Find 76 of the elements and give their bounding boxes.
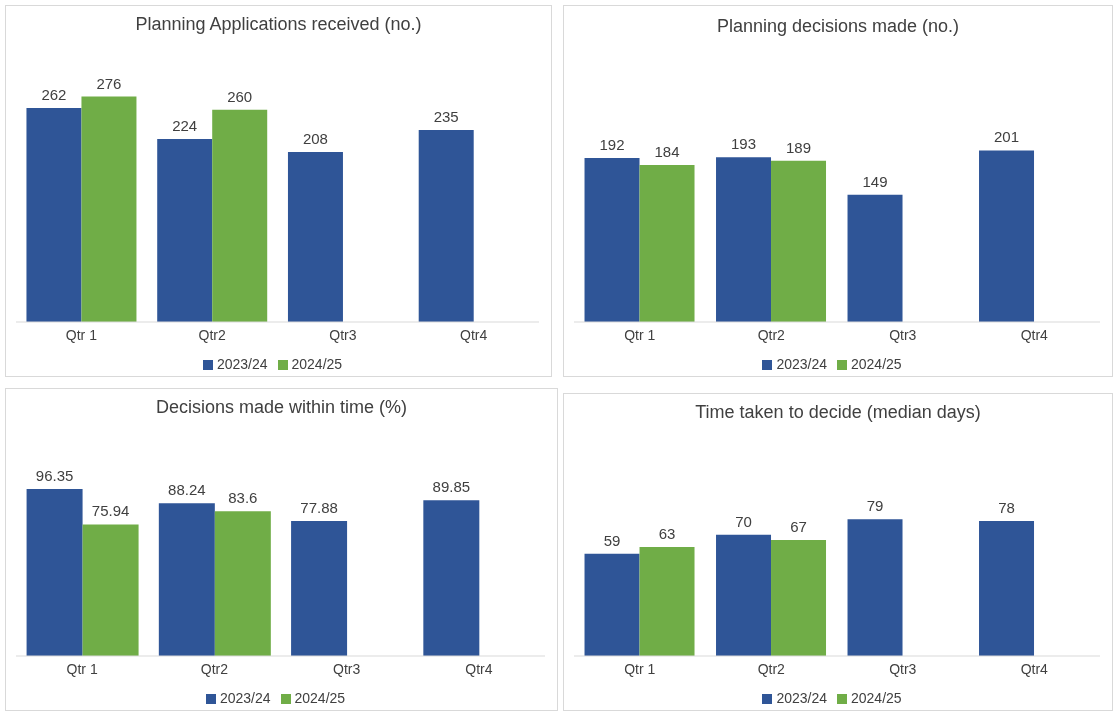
bar	[584, 553, 640, 656]
legend-label: 2024/25	[851, 356, 902, 372]
chart-title: Decisions made within time (%)	[154, 397, 409, 418]
x-tick-label: Qtr2	[757, 326, 786, 343]
legend-label: 2023/24	[776, 356, 827, 372]
bar	[287, 152, 343, 322]
bar	[771, 540, 827, 656]
legend-label: 2024/25	[851, 690, 902, 706]
data-label: 63	[658, 524, 676, 542]
x-tick-label: Qtr3	[333, 660, 361, 677]
data-label: 77.88	[300, 499, 338, 517]
bar	[716, 534, 772, 656]
data-label: 193	[731, 135, 757, 153]
x-tick-label: Qtr 1	[624, 660, 656, 677]
legend-label: 2023/24	[776, 690, 827, 706]
x-tick-label: Qtr 1	[624, 326, 656, 343]
x-tick-label: Qtr2	[200, 660, 229, 677]
bar	[423, 500, 480, 656]
data-label: 75.94	[91, 502, 130, 520]
data-label: 192	[599, 136, 625, 154]
bar	[639, 546, 695, 656]
data-label: 79	[866, 497, 884, 515]
bar	[82, 524, 139, 656]
data-label: 235	[433, 108, 459, 126]
data-label: 149	[862, 172, 888, 190]
bar	[418, 130, 474, 322]
data-label: 78	[998, 498, 1015, 516]
legend-label: 2023/24	[216, 356, 268, 372]
x-tick-label: Qtr4	[1020, 326, 1049, 343]
data-label: 70	[735, 512, 752, 530]
data-label: 201	[994, 128, 1020, 146]
data-label: 59	[603, 531, 621, 549]
bar	[158, 503, 215, 656]
bar	[214, 511, 271, 656]
bar	[26, 489, 83, 656]
data-label: 83.6	[228, 489, 258, 507]
bar	[639, 164, 695, 322]
chart-title: Planning Applications received (no.)	[134, 14, 423, 35]
bar	[81, 96, 137, 322]
bar	[212, 109, 268, 322]
bar	[291, 521, 348, 656]
data-label: 184	[654, 142, 680, 160]
x-tick-label: Qtr2	[757, 660, 786, 677]
bar	[716, 157, 772, 322]
bar	[771, 160, 827, 322]
bar	[26, 108, 82, 322]
data-label: 262	[41, 86, 67, 104]
x-tick-label: Qtr3	[889, 660, 917, 677]
legend-label: 2023/24	[219, 690, 271, 706]
x-tick-label: Qtr 1	[65, 326, 98, 343]
data-label: 96.35	[35, 467, 74, 485]
bar	[847, 519, 903, 656]
bar	[979, 520, 1035, 656]
bar	[584, 158, 640, 322]
bar	[847, 194, 903, 322]
x-tick-label: Qtr3	[889, 326, 917, 343]
data-label: 67	[790, 518, 807, 535]
x-tick-label: Qtr 1	[66, 660, 98, 677]
chart-title: Time taken to decide (median days)	[694, 402, 982, 423]
x-tick-label: Qtr4	[465, 660, 493, 677]
x-tick-label: Qtr3	[329, 326, 357, 343]
chart-title: Planning decisions made (no.)	[715, 16, 961, 37]
data-label: 224	[172, 117, 198, 135]
data-label: 88.24	[168, 481, 206, 499]
legend-label: 2024/25	[294, 690, 346, 706]
data-label: 89.85	[432, 478, 471, 496]
x-tick-label: Qtr4	[1020, 660, 1049, 677]
bar	[979, 150, 1035, 322]
x-tick-label: Qtr4	[460, 326, 488, 343]
data-label: 189	[786, 138, 812, 156]
bar	[157, 139, 213, 322]
x-tick-label: Qtr2	[198, 326, 226, 343]
data-label: 260	[227, 87, 253, 105]
data-label: 208	[302, 130, 328, 148]
legend-label: 2024/25	[291, 356, 343, 372]
data-label: 276	[96, 74, 122, 92]
